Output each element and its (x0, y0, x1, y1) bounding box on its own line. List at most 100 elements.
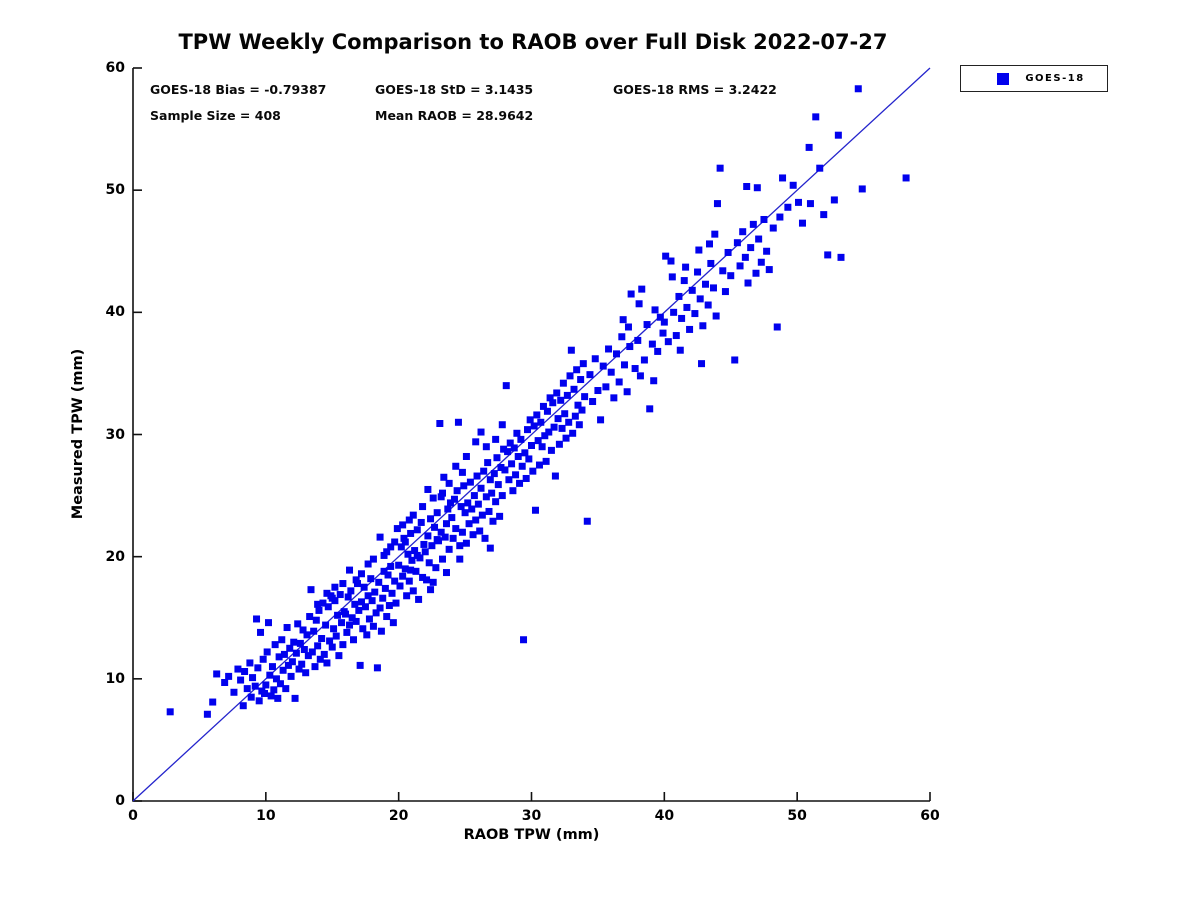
data-point (509, 487, 517, 495)
data-point (346, 566, 354, 574)
data-point (392, 599, 400, 607)
data-point (656, 313, 664, 321)
data-point (660, 318, 668, 326)
data-point (755, 235, 763, 243)
data-point (520, 636, 528, 644)
data-point (474, 500, 482, 508)
data-point (541, 432, 549, 440)
data-point (497, 463, 505, 471)
data-point (757, 258, 765, 266)
data-point (388, 589, 396, 597)
data-point (400, 534, 408, 542)
data-point (267, 692, 275, 700)
data-point (651, 306, 659, 314)
data-point (262, 681, 270, 689)
data-point (429, 578, 437, 586)
data-point (517, 435, 525, 443)
data-point (769, 224, 777, 232)
data-point (369, 555, 377, 563)
data-point (542, 457, 550, 465)
axis-ticks (132, 67, 931, 802)
data-point (243, 685, 251, 693)
data-point (830, 196, 838, 204)
data-point (255, 697, 263, 705)
data-point (670, 308, 678, 316)
data-point (531, 506, 539, 514)
data-point (364, 592, 372, 600)
data-point (346, 621, 354, 629)
data-point (668, 273, 676, 281)
data-point (413, 551, 421, 559)
data-point (501, 466, 509, 474)
data-point (454, 418, 462, 426)
data-point (676, 346, 684, 354)
data-point (270, 686, 278, 694)
data-point (858, 185, 866, 193)
data-point (709, 284, 717, 292)
data-point (591, 355, 599, 363)
data-point (806, 200, 814, 208)
data-point (498, 492, 506, 500)
data-point (620, 361, 628, 369)
data-point (524, 426, 532, 434)
data-point (537, 418, 545, 426)
data-point (458, 528, 466, 536)
data-point (319, 599, 327, 607)
data-point (272, 675, 280, 683)
data-point (646, 405, 654, 413)
data-point (476, 527, 484, 535)
data-point (456, 555, 464, 563)
data-point (355, 606, 363, 614)
data-point (550, 423, 558, 431)
data-point (462, 539, 470, 547)
data-point (816, 164, 824, 172)
data-point (401, 538, 409, 546)
data-point (747, 244, 755, 252)
data-point (253, 615, 261, 623)
data-point (391, 538, 399, 546)
data-point (417, 518, 425, 526)
data-point (626, 343, 634, 351)
data-point (225, 672, 233, 680)
data-point (403, 592, 411, 600)
data-point (733, 239, 741, 247)
data-point (296, 639, 304, 647)
data-point (675, 292, 683, 300)
data-point (424, 485, 432, 493)
data-point (381, 584, 389, 592)
data-point (605, 345, 613, 353)
data-point (263, 648, 271, 656)
data-point (514, 452, 522, 460)
x-tick-label: 10 (256, 808, 276, 824)
data-point (347, 587, 355, 595)
data-point (506, 439, 514, 447)
data-point (565, 418, 573, 426)
data-point (624, 323, 632, 331)
data-point (356, 661, 364, 669)
data-point (456, 542, 464, 550)
data-point (721, 288, 729, 296)
data-point (279, 666, 287, 674)
data-point (634, 336, 642, 344)
data-point (650, 377, 658, 385)
data-point (405, 516, 413, 524)
data-point (437, 493, 445, 501)
data-point (760, 215, 768, 223)
data-point (610, 394, 618, 402)
data-point (391, 577, 399, 585)
data-point (551, 472, 559, 480)
data-point (659, 329, 667, 337)
data-point (291, 694, 299, 702)
data-point (707, 259, 715, 267)
y-tick-label: 20 (105, 548, 125, 565)
y-tick-label: 60 (105, 60, 125, 76)
data-point (594, 387, 602, 395)
data-point (635, 300, 643, 308)
data-point (504, 448, 512, 456)
data-point (290, 638, 298, 646)
one-to-one-line (132, 67, 931, 802)
data-point (854, 85, 862, 93)
data-point (553, 389, 561, 397)
data-point (461, 509, 469, 517)
